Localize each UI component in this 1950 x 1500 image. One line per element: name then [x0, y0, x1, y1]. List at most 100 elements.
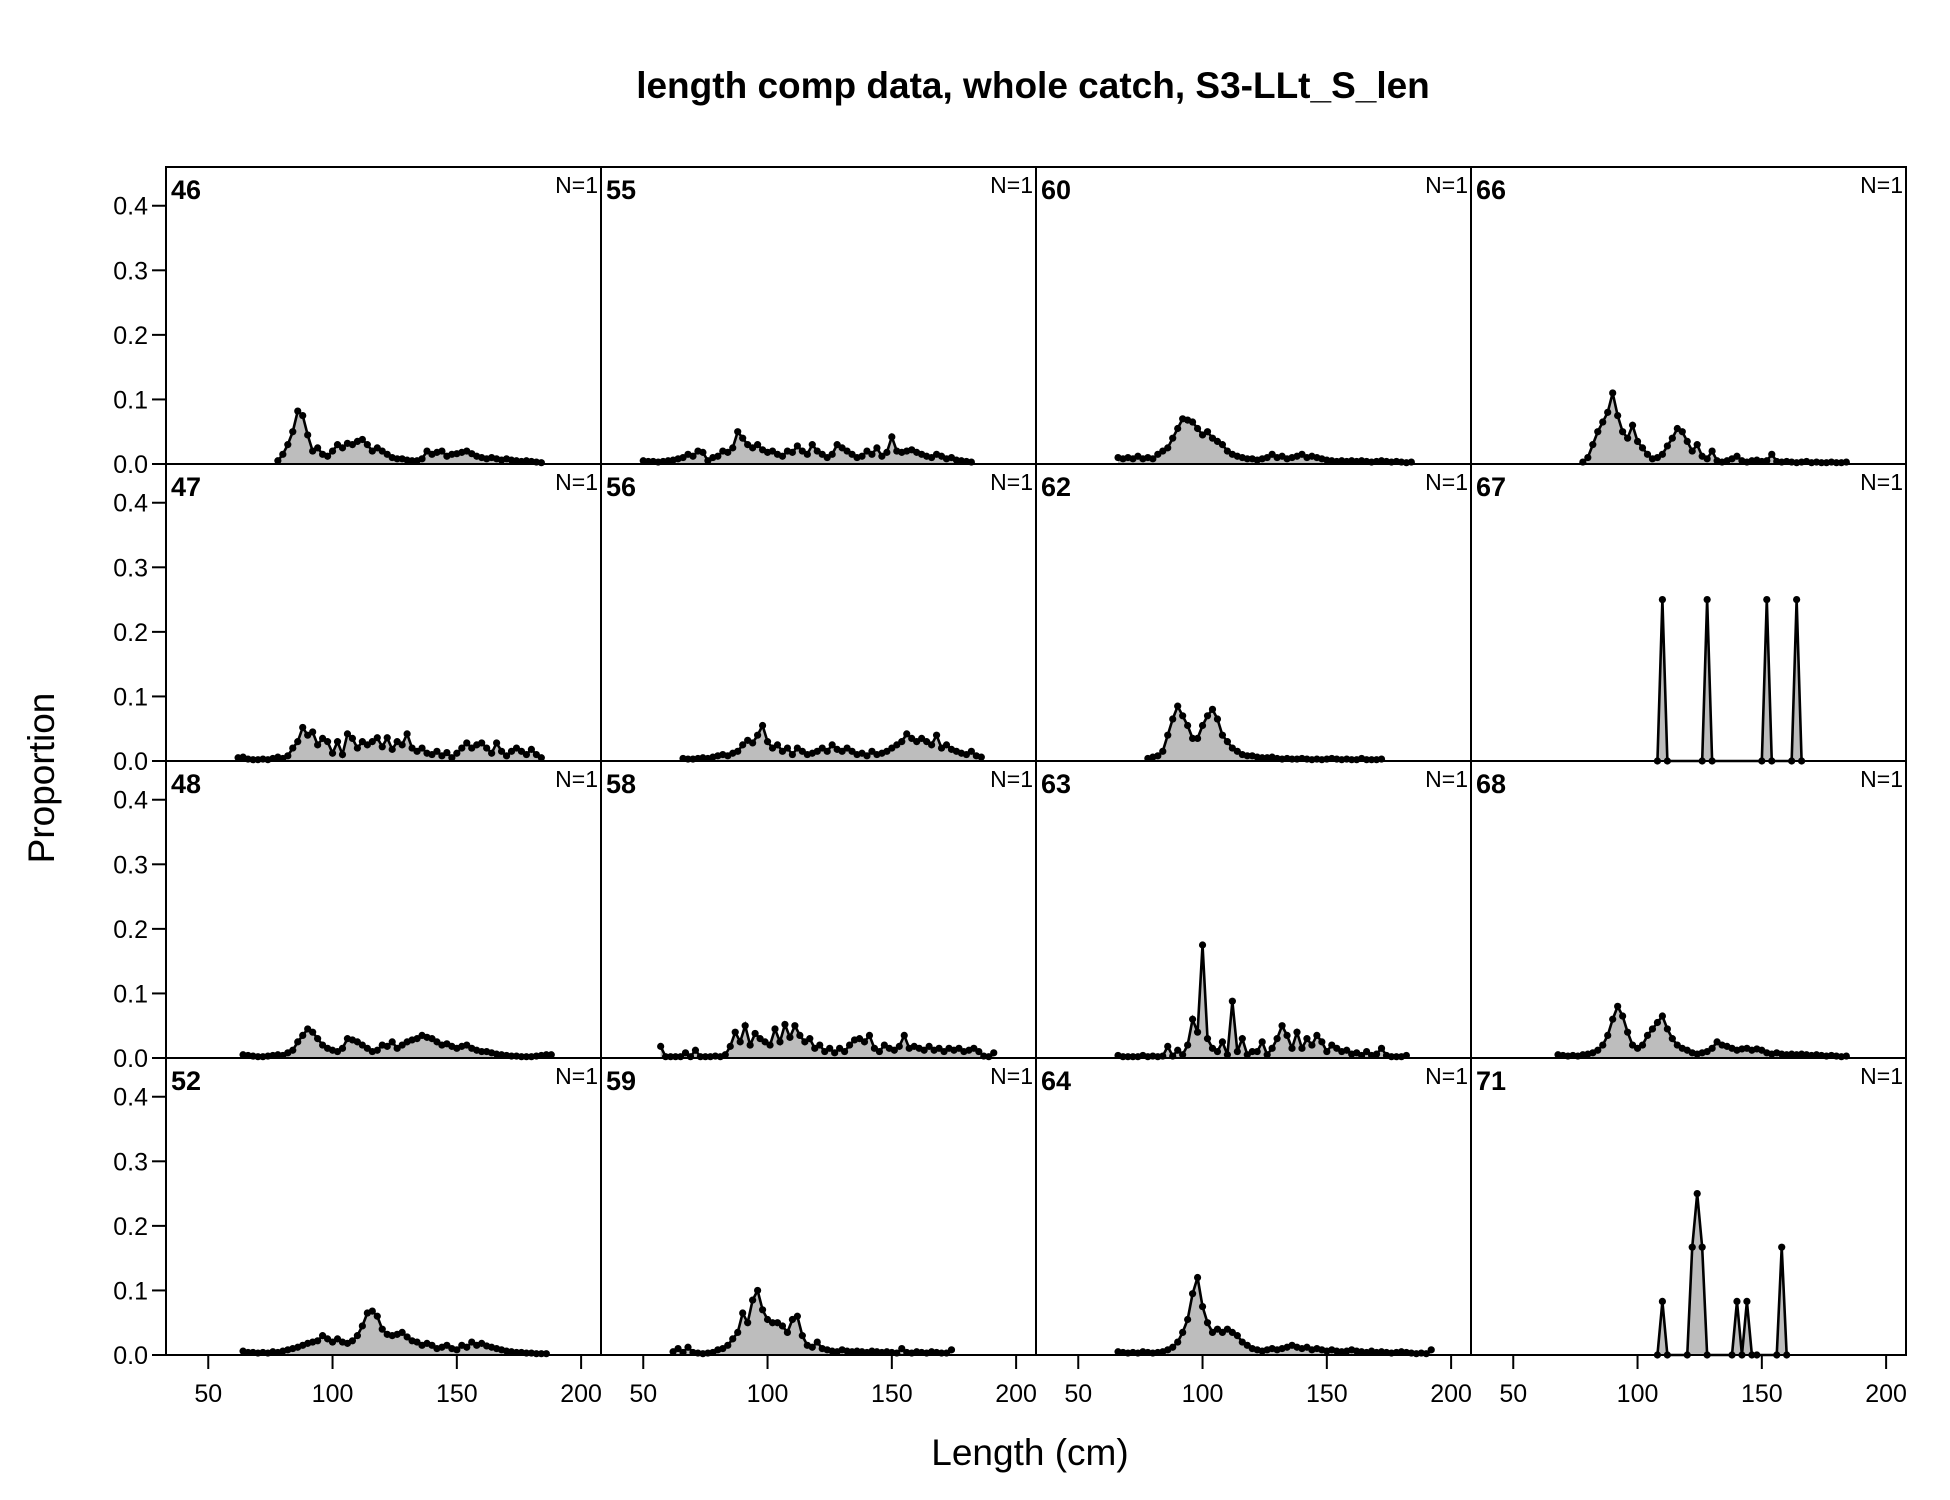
data-point — [1363, 1047, 1371, 1056]
panel-line — [1656, 1193, 1788, 1357]
panel-label: 46 — [171, 175, 201, 205]
data-point — [734, 1328, 742, 1337]
panel-area — [277, 411, 542, 464]
panel-frame — [165, 463, 602, 762]
data-point — [766, 1041, 774, 1049]
data-point — [1203, 1319, 1212, 1327]
x-tick-label: 200 — [560, 1380, 602, 1408]
chart-title: length comp data, whole catch, S3-LLt_S_… — [636, 65, 1430, 106]
data-point — [314, 741, 322, 749]
data-point — [831, 1049, 839, 1057]
panel-area — [1118, 418, 1412, 464]
panel-frame — [1470, 1057, 1907, 1356]
data-point — [458, 744, 466, 752]
data-point — [786, 1033, 794, 1041]
data-point — [739, 1309, 747, 1317]
data-point — [1293, 1028, 1301, 1036]
data-point — [1278, 1022, 1286, 1030]
data-point — [1288, 1044, 1296, 1052]
data-point — [746, 1041, 754, 1049]
panel-52 — [165, 1057, 602, 1358]
panel-59 — [600, 1057, 1037, 1358]
data-point — [373, 734, 381, 742]
data-point — [1427, 1346, 1435, 1354]
data-point — [895, 1042, 903, 1050]
data-point — [1658, 450, 1666, 458]
panel-area — [1657, 1193, 1787, 1355]
data-point — [724, 448, 732, 456]
data-point — [1763, 457, 1771, 465]
panel-label: 63 — [1041, 769, 1071, 799]
data-point — [681, 1049, 690, 1057]
data-point — [1658, 1012, 1666, 1020]
data-point — [1268, 1044, 1276, 1052]
data-point — [1323, 1047, 1331, 1056]
data-point — [453, 1346, 461, 1354]
data-point — [1174, 424, 1182, 433]
data-point — [1643, 450, 1652, 458]
data-point — [1599, 418, 1607, 426]
data-point — [1733, 452, 1741, 460]
data-point — [1189, 734, 1197, 743]
data-point — [373, 1312, 381, 1320]
n-label: N=1 — [990, 1063, 1033, 1089]
data-point — [1683, 437, 1691, 446]
data-point — [502, 752, 511, 760]
data-point — [1179, 1328, 1187, 1337]
data-point — [828, 450, 836, 458]
panel-label: 71 — [1476, 1066, 1506, 1096]
data-point — [537, 754, 545, 762]
data-point — [328, 447, 337, 455]
data-point — [353, 1332, 361, 1340]
y-tick-label: 0.3 — [113, 851, 148, 879]
data-point — [1624, 434, 1632, 442]
data-point — [932, 731, 941, 739]
data-point — [348, 734, 357, 743]
data-point — [314, 1035, 322, 1043]
data-point — [1223, 738, 1231, 746]
data-point — [348, 1337, 357, 1345]
x-tick-label: 100 — [312, 1380, 354, 1408]
y-tick-label: 0.4 — [113, 490, 148, 518]
data-point — [1343, 1046, 1351, 1054]
panel-label: 58 — [606, 769, 636, 799]
data-point — [1193, 424, 1202, 433]
data-point — [816, 1041, 824, 1049]
data-point — [537, 459, 545, 467]
y-tick-label: 0.0 — [113, 1045, 148, 1073]
y-tick-label: 0.3 — [113, 554, 148, 582]
data-point — [1193, 734, 1202, 743]
panel-label: 52 — [171, 1066, 201, 1096]
data-point — [798, 1332, 806, 1340]
data-point — [873, 444, 881, 452]
x-tick-label: 150 — [871, 1380, 913, 1408]
data-point — [771, 1025, 779, 1033]
data-point — [1313, 1031, 1321, 1040]
data-point — [279, 450, 287, 458]
data-point — [383, 1042, 391, 1050]
data-point — [691, 1046, 700, 1054]
data-point — [1179, 712, 1187, 720]
data-point — [483, 744, 491, 752]
data-point — [1228, 997, 1236, 1005]
y-tick-label: 0.0 — [113, 451, 148, 479]
data-point — [1643, 1031, 1652, 1040]
data-point — [684, 1343, 692, 1351]
data-point — [977, 753, 985, 761]
panel-frame — [1470, 166, 1907, 465]
data-point — [925, 1042, 933, 1050]
data-point — [299, 723, 307, 732]
data-point — [1703, 595, 1711, 604]
data-point — [729, 444, 737, 452]
data-point — [408, 457, 416, 465]
data-point — [736, 1038, 744, 1046]
data-point — [776, 1038, 784, 1046]
data-point — [1703, 455, 1711, 463]
data-point — [763, 738, 772, 746]
data-point — [1218, 1038, 1227, 1046]
data-point — [1243, 752, 1251, 760]
y-tick-label: 0.1 — [113, 980, 148, 1008]
data-point — [806, 1035, 814, 1043]
x-tick-label: 150 — [436, 1380, 478, 1408]
